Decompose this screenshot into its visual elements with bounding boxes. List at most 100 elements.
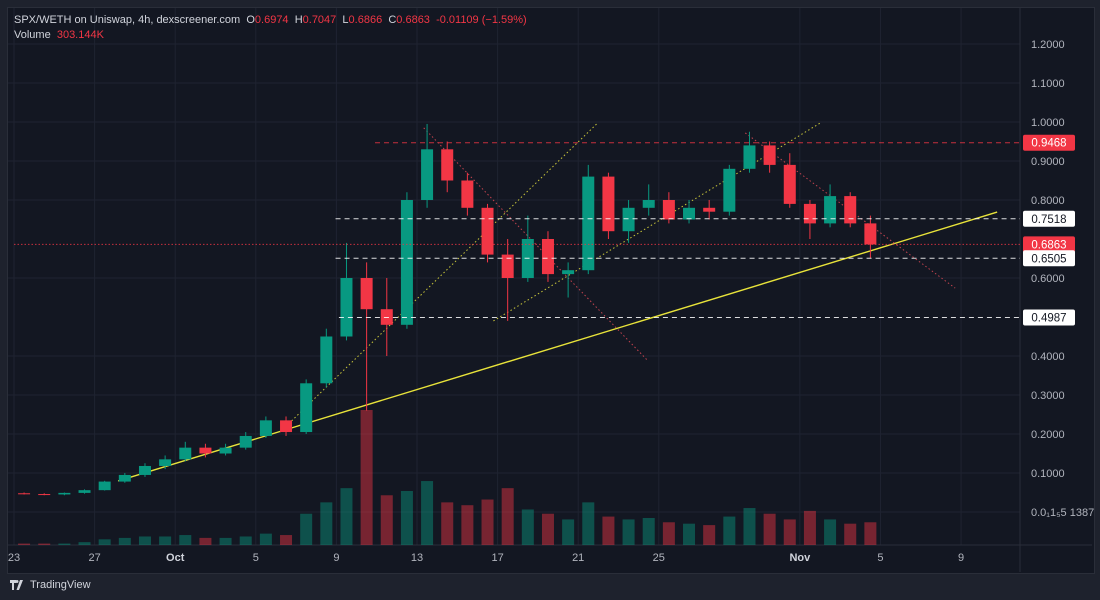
price-tick-label: 0.3000 — [1031, 390, 1065, 402]
time-tick-label: 25 — [653, 552, 665, 564]
brand-name: TradingView — [30, 579, 91, 591]
price-level-badge — [1023, 250, 1075, 267]
open-label: O — [246, 14, 255, 26]
volume-label: Volume — [14, 29, 51, 41]
time-tick-label: 17 — [491, 552, 503, 564]
candle-up — [622, 207, 635, 232]
candle-up — [340, 278, 353, 337]
time-tick-label: 9 — [958, 552, 964, 564]
price-level-label: 0.6863 — [1031, 239, 1066, 251]
volume-value: 303.144K — [56, 29, 104, 41]
price-level-badge — [1023, 236, 1075, 253]
candle-down — [280, 420, 293, 433]
volume-bar — [743, 508, 756, 545]
price-tick-label: 0.1000 — [1031, 468, 1065, 480]
volume-bar — [441, 502, 454, 545]
candle-down — [703, 207, 716, 212]
candle-up — [78, 490, 91, 493]
candle-down — [803, 203, 816, 224]
candle-down — [844, 196, 857, 224]
candle-up — [421, 149, 434, 200]
volume-bar — [159, 536, 172, 545]
candle-down — [199, 447, 212, 454]
candle-up — [683, 207, 696, 220]
volume-bar — [98, 539, 111, 545]
price-tick-label: 0.4000 — [1031, 351, 1065, 363]
candle-up — [824, 196, 837, 224]
volume-bar — [239, 536, 252, 545]
candle-down — [602, 176, 615, 232]
chart-panel[interactable] — [7, 7, 1095, 574]
volume-bar — [340, 488, 353, 545]
volume-bar — [300, 513, 313, 545]
time-tick-label: 27 — [88, 552, 100, 564]
time-tick-label: 13 — [411, 552, 423, 564]
volume-bar — [481, 499, 494, 545]
tradingview-logo-icon — [10, 580, 23, 590]
volume-bar — [58, 543, 71, 545]
candle-up — [118, 474, 131, 482]
volume-bar — [622, 519, 635, 545]
price-tick-label: 0.6000 — [1031, 273, 1065, 285]
time-tick-label: 5 — [253, 552, 259, 564]
price-level-label: 0.6505 — [1031, 253, 1066, 265]
time-tick-label: 9 — [333, 552, 339, 564]
candle-up — [138, 465, 151, 475]
volume-bar — [824, 519, 837, 545]
trendline — [423, 127, 648, 361]
candle-down — [763, 145, 776, 165]
candle-up — [723, 168, 736, 212]
candle-up — [562, 270, 575, 275]
volume-bar — [763, 513, 776, 545]
price-tick-label: 1.0000 — [1031, 117, 1065, 129]
price-level-label: 0.7518 — [1031, 214, 1066, 226]
volume-bar — [360, 410, 373, 545]
candle-down — [360, 278, 373, 310]
candle-down — [38, 494, 51, 496]
volume-bar — [783, 519, 796, 545]
volume-bar — [118, 537, 131, 545]
candle-down — [380, 309, 393, 325]
volume-bar — [18, 543, 31, 545]
candle-down — [18, 493, 31, 495]
price-level-label: 0.4987 — [1031, 313, 1066, 325]
volume-bar — [179, 535, 192, 545]
chart-legend: SPX/WETH on Uniswap, 4h, dexscreener.com… — [14, 13, 527, 43]
volume-bar — [461, 505, 474, 545]
volume-bar — [138, 536, 151, 545]
time-tick-label: Oct — [166, 552, 185, 564]
volume-bar — [683, 523, 696, 545]
price-tick-label: 1.2000 — [1031, 39, 1065, 51]
volume-bar — [400, 491, 413, 545]
candle-up — [300, 383, 313, 433]
price-level-label: 0.9468 — [1031, 138, 1066, 150]
candle-up — [219, 447, 232, 454]
change-value: -0.01109 (−1.59%) — [436, 14, 527, 26]
candle-up — [642, 200, 655, 208]
candle-up — [179, 447, 192, 460]
close-value: 0.6863 — [396, 14, 430, 26]
price-tick-label: 1.1000 — [1031, 78, 1065, 90]
volume-bar — [280, 535, 293, 545]
candle-up — [582, 176, 595, 271]
candle-down — [662, 200, 675, 220]
low-value: 0.6866 — [348, 14, 383, 26]
volume-bar — [602, 516, 615, 545]
high-value: 0.7047 — [302, 14, 337, 26]
candle-down — [481, 207, 494, 255]
volume-bar — [521, 509, 534, 545]
close-label: C — [388, 14, 397, 26]
tradingview-logo[interactable]: TradingView — [10, 579, 91, 591]
price-level-badge — [1023, 210, 1075, 227]
price-level-badge — [1023, 309, 1075, 326]
volume-bar — [642, 518, 655, 545]
candle-up — [320, 336, 333, 384]
time-tick-label: Nov — [789, 552, 811, 564]
low-label: L — [342, 14, 349, 26]
volume-bar — [541, 513, 554, 545]
symbol-title: SPX/WETH on Uniswap, 4h, dexscreener.com — [14, 14, 241, 26]
price-tick-label: 0.9000 — [1031, 156, 1065, 168]
volume-bar — [723, 516, 736, 545]
trendline — [279, 123, 598, 433]
